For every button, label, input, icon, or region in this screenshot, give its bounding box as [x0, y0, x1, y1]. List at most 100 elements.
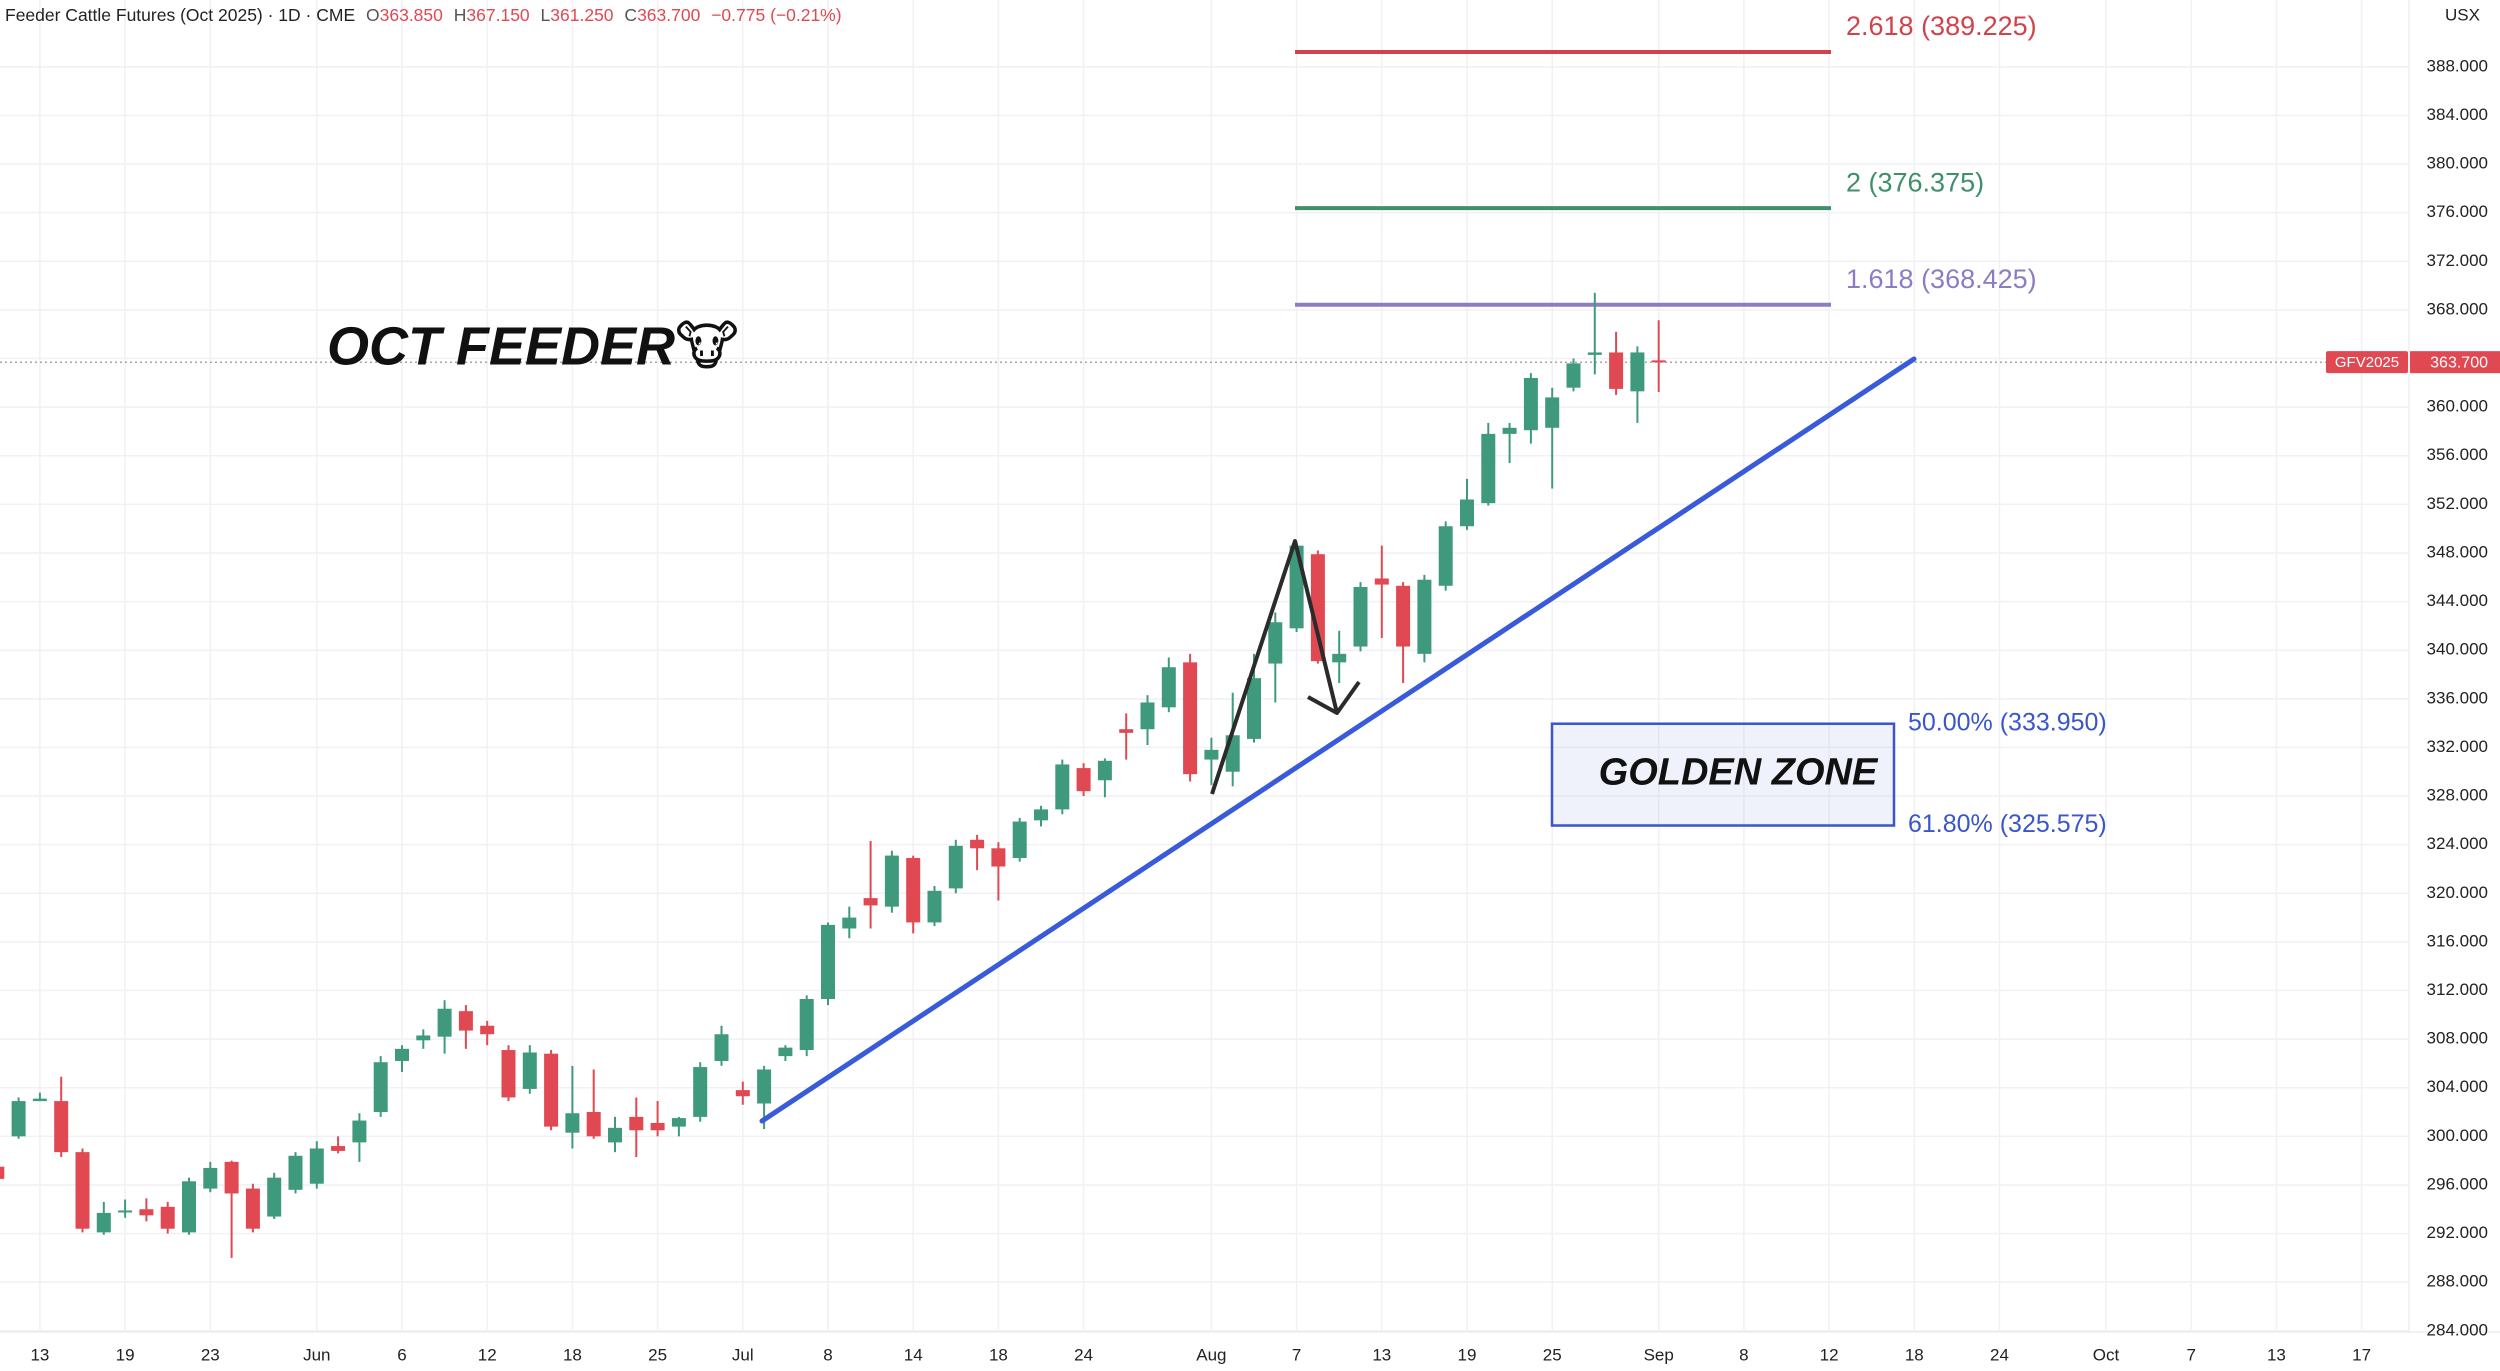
legend-key: C [624, 5, 637, 25]
y-tick-label: 284.000 [2427, 1320, 2488, 1339]
candle-body [1161, 667, 1176, 708]
x-tick-label: Aug [1196, 1345, 1226, 1364]
y-tick-label: 336.000 [2427, 688, 2488, 707]
x-tick-label: 17 [2352, 1345, 2371, 1364]
y-tick-label: 312.000 [2427, 980, 2488, 999]
candle-body [96, 1212, 111, 1233]
price-tag-text: 363.700 [2430, 354, 2488, 371]
x-tick-label: 8 [823, 1345, 832, 1364]
candle-body [288, 1155, 303, 1190]
candle-body [224, 1161, 239, 1194]
legend-value: 367.150 [466, 5, 530, 25]
candle-body [1034, 809, 1048, 821]
y-tick-label: 328.000 [2427, 786, 2488, 805]
candle-body [948, 845, 963, 889]
legend-value: 361.250 [550, 5, 614, 25]
candle-body [1289, 545, 1304, 629]
annotation: OCT FEEDER🐮 [327, 316, 739, 376]
x-tick-label: Jun [303, 1345, 330, 1364]
golden-zone [1550, 722, 1896, 827]
y-tick-label: 368.000 [2427, 299, 2488, 318]
candle-body [1417, 579, 1432, 654]
candle-body [331, 1146, 346, 1151]
candle-body [0, 1166, 5, 1179]
candle-body [1332, 653, 1347, 663]
candle-body [501, 1050, 516, 1098]
candle-body [1651, 360, 1666, 363]
candle-body [203, 1167, 218, 1189]
legend-value: 363.850 [380, 5, 444, 25]
candle-body [1119, 729, 1134, 733]
candle-body [458, 1011, 473, 1031]
candle-body [1438, 526, 1453, 586]
candle-body [629, 1116, 644, 1131]
candle-body [1055, 764, 1070, 810]
legend-key: O [366, 5, 380, 25]
candle-body [757, 1069, 772, 1104]
x-tick-label: Oct [2093, 1345, 2120, 1364]
y-tick-label: 384.000 [2427, 105, 2488, 124]
y-tick-label: 304.000 [2427, 1077, 2488, 1096]
legend-value: 363.700 [637, 5, 701, 25]
candle-body [991, 848, 1006, 867]
symbol-title: Feeder Cattle Futures (Oct 2025) · 1D · … [5, 5, 355, 25]
candle-body [1545, 397, 1560, 428]
y-tick-label: 288.000 [2427, 1272, 2488, 1291]
candle-body [160, 1206, 175, 1229]
x-tick-label: 12 [478, 1345, 497, 1364]
y-tick-label: 332.000 [2427, 737, 2488, 756]
y-tick-label: 292.000 [2427, 1223, 2488, 1242]
candle-body [863, 898, 878, 906]
fib-label: 2 (376.375) [1846, 167, 1984, 197]
swing-arrow [1210, 539, 1339, 795]
x-tick-label: 18 [989, 1345, 1008, 1364]
y-tick-label: 380.000 [2427, 154, 2488, 173]
legend-key: H [454, 5, 467, 25]
x-tick-label: 13 [2267, 1345, 2286, 1364]
candle-body [884, 855, 899, 907]
candle-body [139, 1209, 154, 1216]
candle-body [650, 1122, 665, 1131]
candle-body [1460, 499, 1474, 527]
candle-body [437, 1008, 452, 1037]
x-tick-label: 8 [1739, 1345, 1748, 1364]
symbol-tag-text: GFV2025 [2335, 354, 2399, 371]
candle-body [373, 1062, 388, 1113]
x-tick-label: 13 [30, 1345, 49, 1364]
candle-body [693, 1067, 708, 1117]
x-tick-label: 25 [1543, 1345, 1562, 1364]
x-tick-label: 6 [397, 1345, 406, 1364]
candle-body [842, 917, 857, 929]
x-tick-label: 24 [1074, 1345, 1093, 1364]
candle-body [1396, 585, 1411, 647]
candle-body [75, 1152, 90, 1229]
x-tick-label: 14 [904, 1345, 923, 1364]
y-tick-label: 388.000 [2427, 56, 2488, 75]
y-tick-label: 320.000 [2427, 883, 2488, 902]
candle-body [395, 1048, 409, 1061]
zone-level-label: 61.80% (325.575) [1908, 810, 2107, 838]
y-tick-label: 376.000 [2427, 202, 2488, 221]
candle-body [1502, 427, 1517, 434]
y-tick-label: 348.000 [2427, 542, 2488, 561]
candle-body [565, 1113, 580, 1133]
candles [0, 292, 1666, 1258]
y-tick-label: 300.000 [2427, 1126, 2488, 1145]
candle-body [416, 1035, 431, 1041]
candle-body [1268, 622, 1283, 664]
candle-body [1140, 702, 1155, 730]
arrow-head [1307, 680, 1361, 715]
x-tick-label: 19 [116, 1345, 135, 1364]
candle-body [309, 1148, 324, 1184]
header: Feeder Cattle Futures (Oct 2025) · 1D · … [5, 5, 842, 25]
unit-label: USX [2445, 5, 2480, 24]
candle-body [352, 1120, 367, 1143]
change: −0.775 (−0.21%) [711, 5, 841, 25]
candle-body [799, 999, 814, 1051]
candle-body [1566, 363, 1581, 388]
x-tick-label: Jul [732, 1345, 754, 1364]
candle-body [544, 1053, 559, 1127]
y-tick-label: 324.000 [2427, 834, 2488, 853]
candle-body [32, 1098, 47, 1102]
